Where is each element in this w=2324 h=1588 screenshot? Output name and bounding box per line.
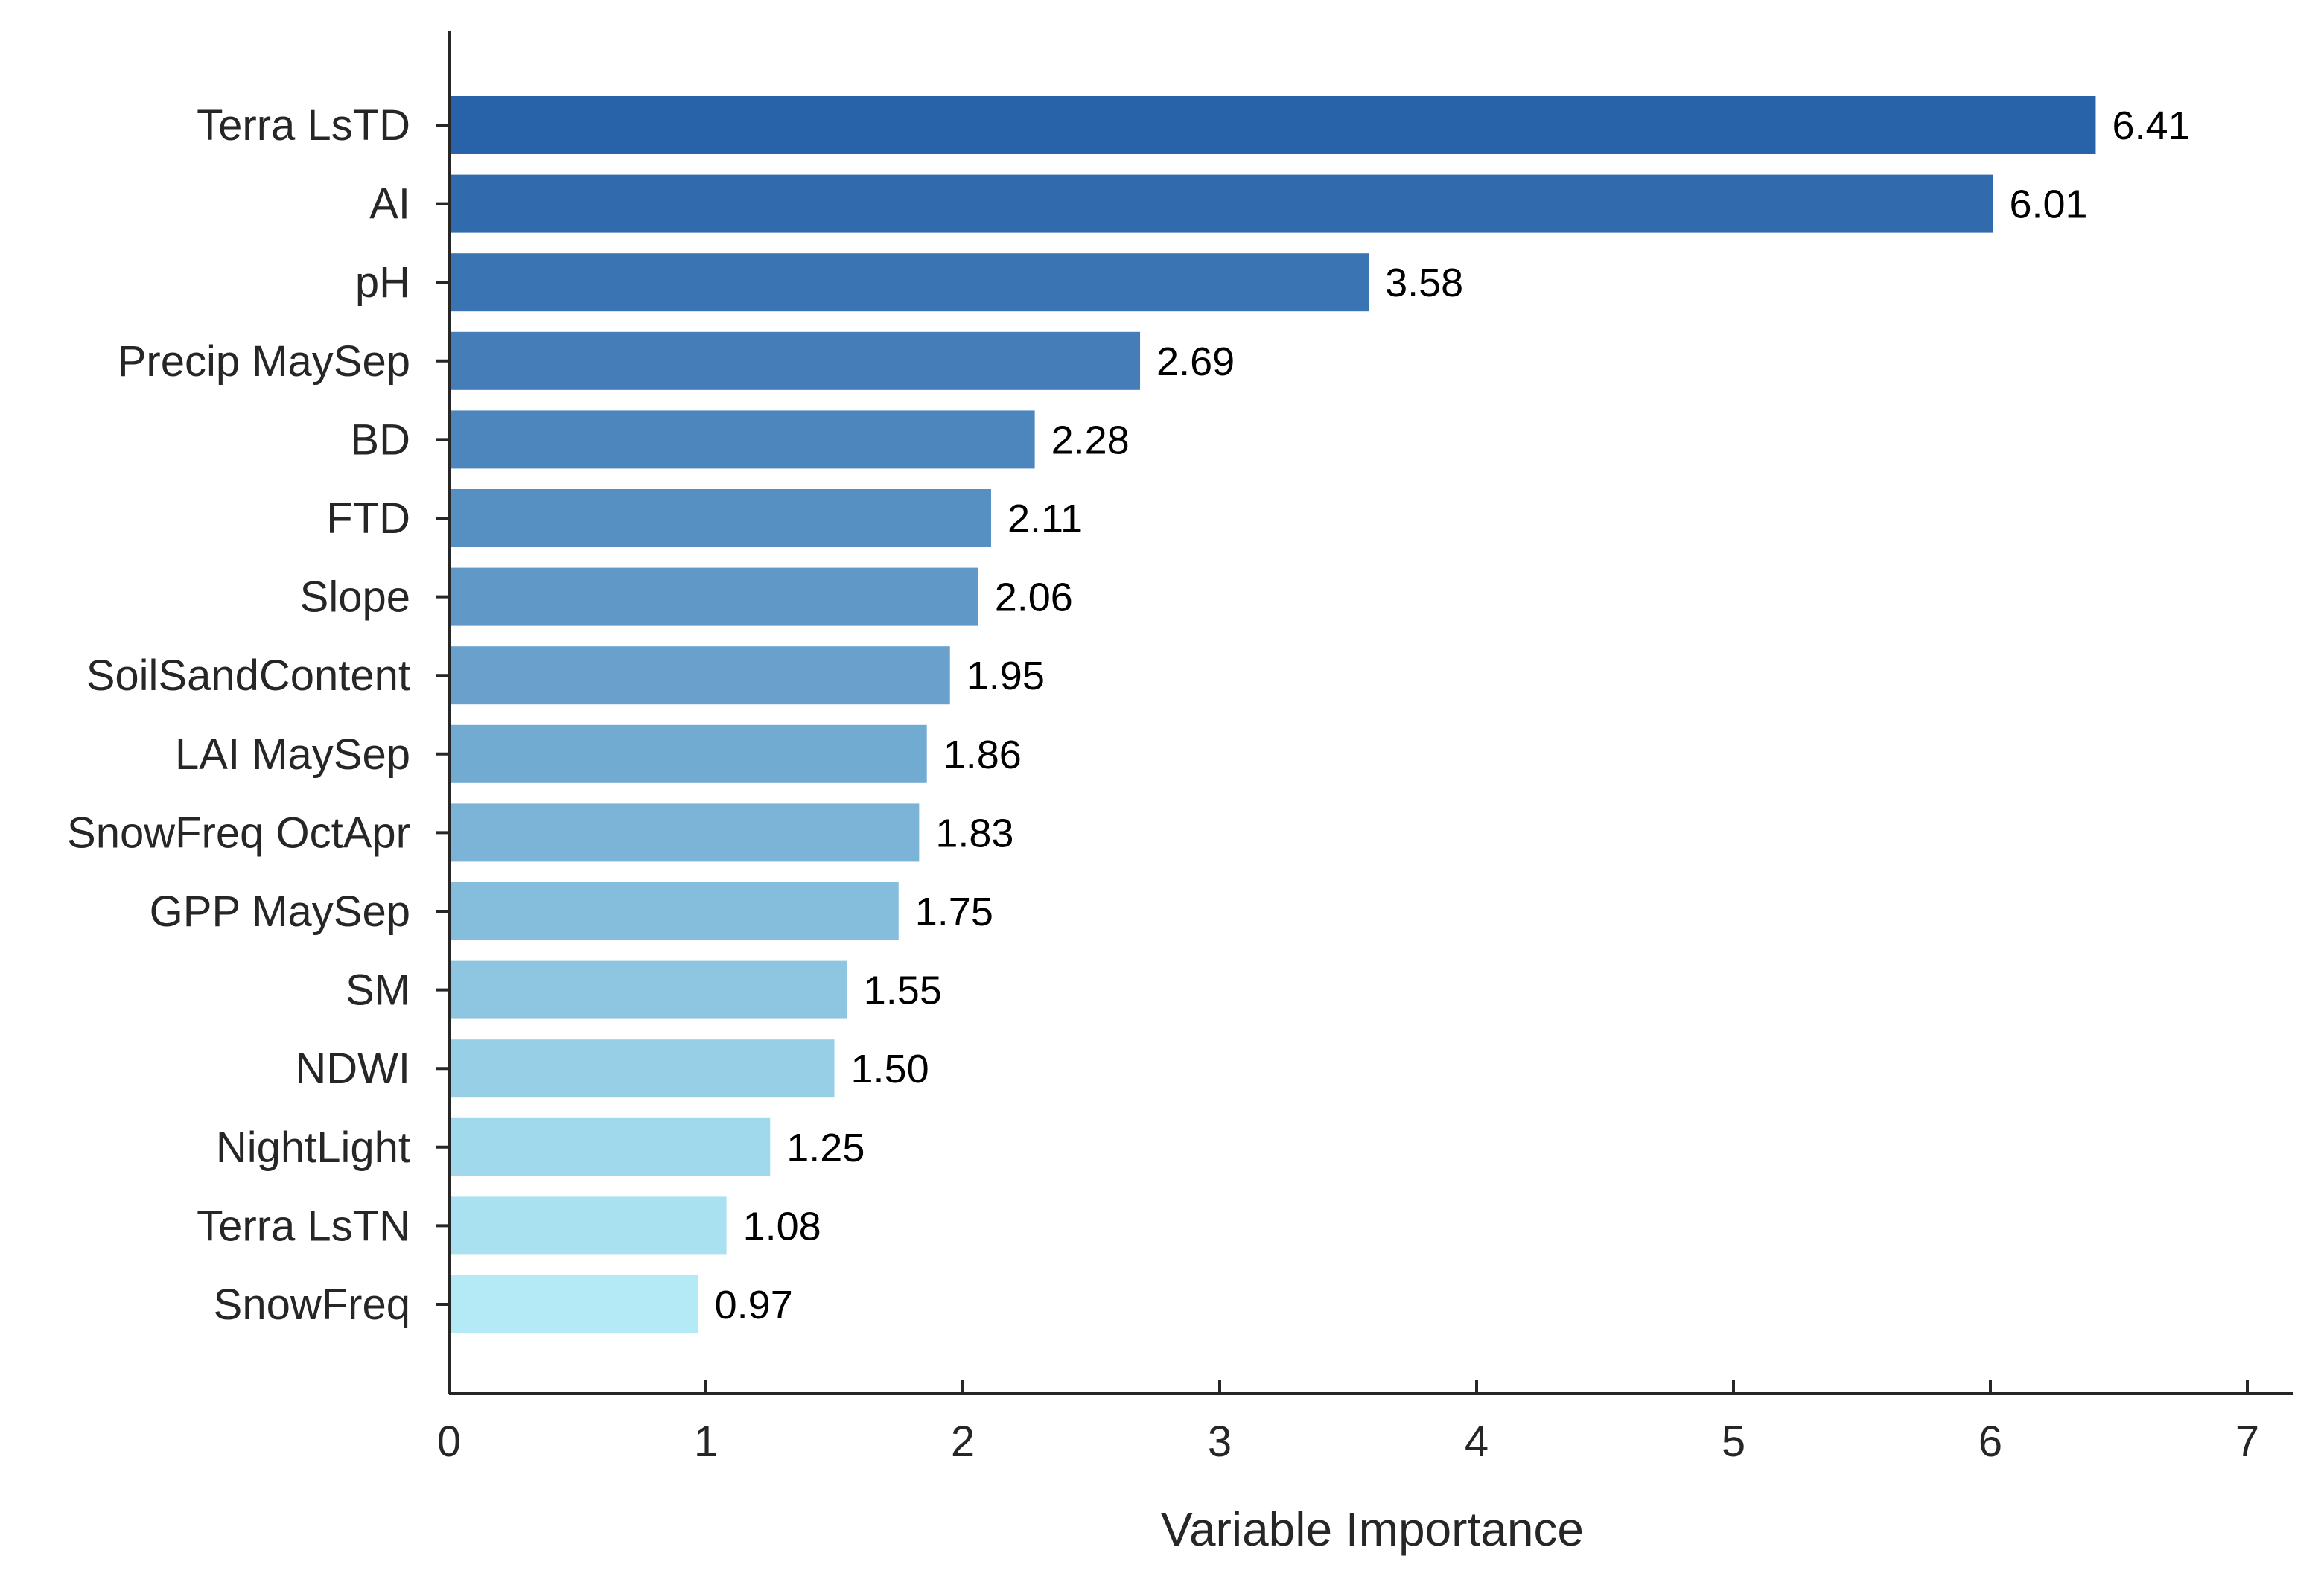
y-tick-label-9: LAI MaySep xyxy=(175,730,410,779)
y-tick-label-10: SnowFreq OctApr xyxy=(67,809,410,857)
bar-value-label-11: 1.75 xyxy=(915,890,993,934)
y-tick-label-5: BD xyxy=(350,415,410,464)
bar-15 xyxy=(449,1196,727,1255)
y-tick-label-6: FTD xyxy=(326,494,410,543)
x-tick-label-7: 7 xyxy=(2235,1418,2259,1466)
x-tick-label-5: 5 xyxy=(1722,1418,1745,1466)
bar-value-label-10: 1.83 xyxy=(935,811,1013,855)
x-tick-label-4: 4 xyxy=(1465,1418,1489,1466)
bar-value-label-3: 3.58 xyxy=(1385,261,1463,305)
bar-3 xyxy=(449,253,1369,312)
bar-value-label-1: 6.41 xyxy=(2112,103,2190,148)
y-tick-label-2: AI xyxy=(369,180,410,229)
bar-value-label-6: 2.11 xyxy=(1007,497,1083,541)
bar-7 xyxy=(449,567,978,626)
bar-4 xyxy=(449,331,1141,390)
bars-layer xyxy=(449,96,2096,1333)
bar-value-label-12: 1.55 xyxy=(864,969,942,1013)
y-tick-label-8: SoilSandContent xyxy=(86,651,410,700)
bar-value-label-14: 1.25 xyxy=(786,1126,865,1170)
y-tick-label-16: SnowFreq xyxy=(214,1281,410,1329)
y-tick-label-15: Terra LsTN xyxy=(197,1202,410,1250)
y-tick-label-11: GPP MaySep xyxy=(150,887,410,936)
x-axis: 0 1 2 3 4 5 6 7 xyxy=(437,1380,2293,1466)
bar-13 xyxy=(449,1039,835,1098)
x-tick-label-1: 1 xyxy=(694,1418,718,1466)
bar-value-label-13: 1.50 xyxy=(851,1047,929,1091)
y-tick-label-1: Terra LsTD xyxy=(197,101,410,150)
bar-value-label-2: 6.01 xyxy=(2009,182,2087,227)
value-labels-layer: 6.41 6.01 3.58 2.69 2.28 2.11 2.06 1.95 1.86 1.83… xyxy=(715,103,2191,1327)
x-axis-title: Variable Importance xyxy=(1161,1502,1584,1556)
bar-12 xyxy=(449,960,847,1019)
bar-10 xyxy=(449,803,920,862)
bar-value-label-8: 1.95 xyxy=(967,654,1045,698)
bar-value-label-5: 2.28 xyxy=(1051,418,1130,462)
bar-8 xyxy=(449,646,950,705)
y-tick-label-12: SM xyxy=(346,966,410,1015)
bar-value-label-7: 2.06 xyxy=(995,575,1073,620)
y-tick-label-7: Slope xyxy=(300,573,410,622)
bar-9 xyxy=(449,724,927,783)
x-tick-label-2: 2 xyxy=(951,1418,975,1466)
bar-2 xyxy=(449,174,1993,233)
y-tick-label-3: pH xyxy=(355,258,410,307)
y-axis: Terra LsTD AI pH Precip MaySep BD FTD Slope Soi… xyxy=(67,31,451,1394)
bar-16 xyxy=(449,1275,698,1333)
bar-14 xyxy=(449,1117,771,1176)
bar-value-label-15: 1.08 xyxy=(743,1204,821,1249)
bar-value-label-4: 2.69 xyxy=(1156,339,1235,384)
y-tick-label-13: NDWI xyxy=(295,1045,410,1093)
bar-1 xyxy=(449,96,2096,154)
y-tick-label-14: NightLight xyxy=(216,1123,410,1172)
bar-value-label-9: 1.86 xyxy=(943,733,1022,777)
bar-6 xyxy=(449,489,991,547)
bar-5 xyxy=(449,410,1035,469)
x-tick-label-0: 0 xyxy=(437,1418,461,1466)
y-tick-label-4: Precip MaySep xyxy=(118,337,410,386)
bar-11 xyxy=(449,882,899,940)
x-tick-label-3: 3 xyxy=(1208,1418,1232,1466)
bar-value-label-16: 0.97 xyxy=(715,1283,793,1327)
x-tick-label-6: 6 xyxy=(1978,1418,2002,1466)
